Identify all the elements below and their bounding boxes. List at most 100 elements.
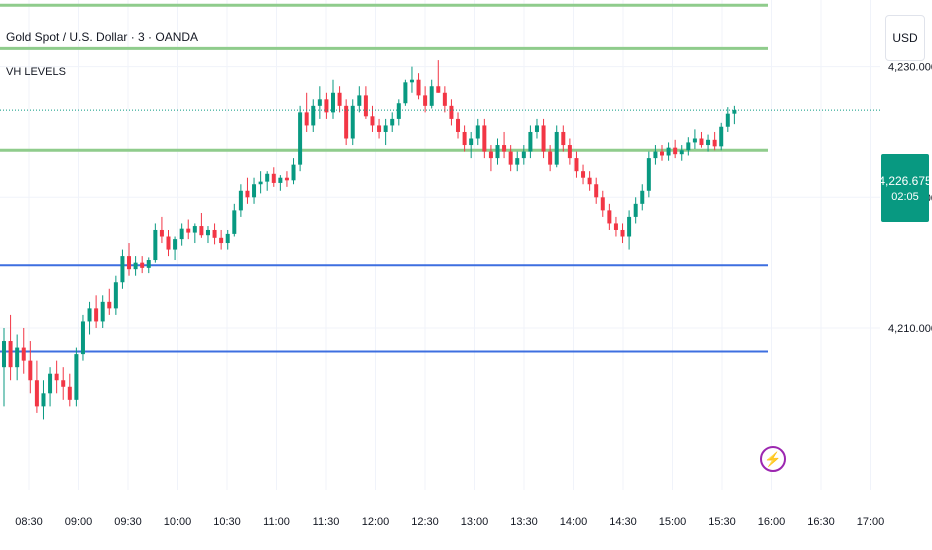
- candle-body: [423, 95, 428, 106]
- x-tick-label: 10:00: [164, 516, 192, 528]
- candle-body: [528, 131, 533, 152]
- candle-body: [120, 256, 125, 283]
- candle-body: [252, 184, 257, 198]
- candle-body: [554, 131, 559, 165]
- candle-body: [87, 308, 92, 322]
- candle-body: [515, 158, 520, 165]
- candlesticks: [2, 60, 737, 420]
- candle-body: [541, 125, 546, 152]
- indicator-label[interactable]: VH LEVELS: [6, 66, 66, 78]
- candle-body: [34, 380, 39, 407]
- candle-body: [587, 177, 592, 185]
- candle-body: [567, 145, 572, 159]
- candle-body: [646, 158, 651, 191]
- candle-body: [429, 86, 434, 106]
- candle-body: [409, 79, 414, 83]
- candle-body: [298, 112, 303, 165]
- last-price-value: 4,226.675: [878, 173, 932, 188]
- candle-body: [370, 116, 375, 126]
- candle-body: [449, 105, 454, 119]
- candle-body: [48, 373, 53, 394]
- candle-body: [456, 118, 461, 132]
- candle-body: [725, 113, 730, 127]
- candle-body: [8, 341, 13, 368]
- bar-countdown: 02:05: [891, 190, 919, 203]
- candle-body: [159, 229, 164, 237]
- candle-body: [94, 308, 99, 322]
- candle-body: [219, 237, 224, 244]
- candle-body: [719, 126, 724, 147]
- candle-body: [534, 125, 539, 132]
- candle-body: [146, 260, 151, 268]
- grid-lines: [0, 0, 880, 490]
- candle-body: [199, 226, 204, 236]
- candle-body: [488, 151, 493, 159]
- candle-body: [390, 118, 395, 126]
- candle-body: [166, 236, 171, 250]
- candle-body: [331, 92, 335, 113]
- x-tick-label: 14:00: [560, 516, 588, 528]
- candle-body: [258, 181, 263, 185]
- candle-body: [377, 125, 382, 132]
- candle-body: [600, 197, 605, 211]
- candle-body: [613, 223, 618, 230]
- currency-button[interactable]: USD: [885, 15, 925, 61]
- candle-body: [317, 99, 322, 106]
- chart-title: Gold Spot / U.S. Dollar · 3 · OANDA: [6, 30, 199, 44]
- candle-body: [475, 125, 480, 139]
- candle-body: [2, 341, 6, 368]
- x-tick-label: 15:00: [659, 516, 687, 528]
- candle-body: [666, 147, 671, 156]
- candle-body: [54, 373, 59, 381]
- candle-body: [692, 138, 697, 143]
- candle-body: [502, 145, 507, 152]
- x-tick-label: 10:30: [213, 516, 241, 528]
- candle-body: [732, 110, 737, 114]
- candle-body: [495, 145, 500, 159]
- x-axis: 08:30 09:00 09:30 10:00 10:30 11:00 11:30 12:00…: [15, 516, 884, 528]
- candle-body: [74, 354, 79, 400]
- candle-body: [278, 177, 283, 183]
- x-tick-label: 15:30: [708, 516, 736, 528]
- x-tick-label: 16:30: [807, 516, 835, 528]
- candle-body: [153, 229, 158, 261]
- candle-body: [383, 125, 388, 132]
- candle-body: [357, 95, 362, 106]
- candle-body: [594, 184, 599, 198]
- candle-body: [712, 139, 717, 147]
- candle-body: [28, 360, 33, 381]
- candle-body: [521, 151, 526, 159]
- x-tick-label: 13:30: [510, 516, 538, 528]
- candle-body: [561, 131, 566, 146]
- candle-body: [61, 380, 66, 387]
- x-tick-label: 16:00: [758, 516, 786, 528]
- candle-body: [140, 262, 145, 268]
- candle-body: [232, 210, 237, 234]
- candle-body: [469, 138, 474, 146]
- candle-body: [41, 393, 46, 407]
- x-tick-label: 12:30: [411, 516, 439, 528]
- candle-body: [344, 105, 349, 139]
- x-tick-label: 17:00: [857, 516, 885, 528]
- candle-body: [633, 203, 638, 217]
- candle-body: [205, 229, 210, 236]
- candle-body: [673, 147, 678, 155]
- candle-body: [706, 139, 711, 146]
- candle-body: [107, 301, 112, 309]
- candle-body: [620, 229, 625, 237]
- candle-body: [640, 190, 645, 204]
- candle-body: [133, 262, 138, 270]
- candle-body: [508, 151, 513, 165]
- candle-body: [225, 233, 230, 244]
- candle-body: [396, 103, 401, 119]
- candle-body: [311, 105, 316, 126]
- candle-body: [403, 82, 408, 104]
- x-tick-label: 12:00: [362, 516, 390, 528]
- candle-body: [212, 229, 217, 238]
- candle-body: [113, 282, 118, 309]
- candle-body: [699, 138, 704, 146]
- candle-body: [482, 125, 487, 152]
- lightning-bolt-icon[interactable]: ⚡: [760, 446, 786, 472]
- candle-body: [173, 239, 178, 250]
